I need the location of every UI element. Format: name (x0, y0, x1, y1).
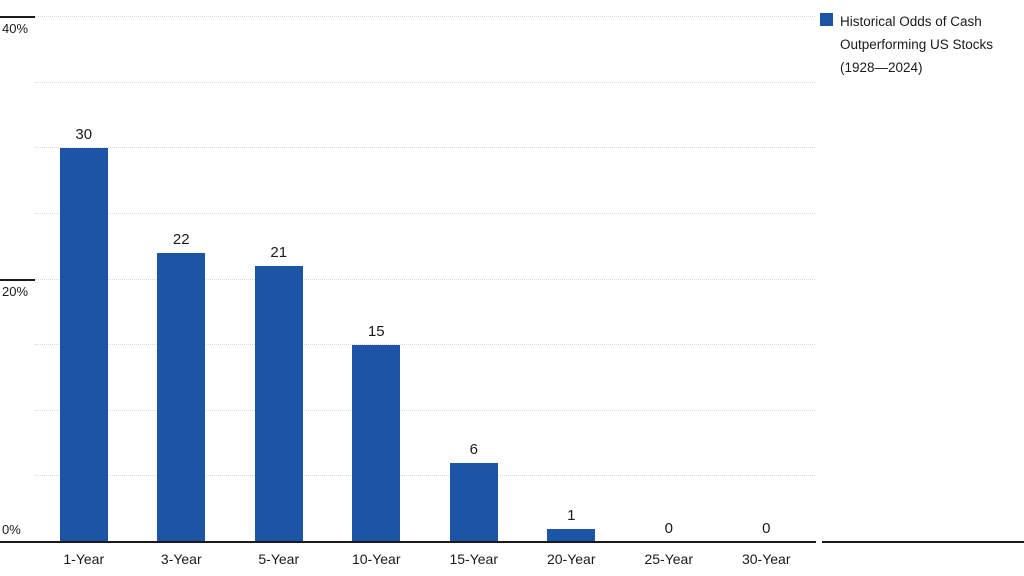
bar-value-label: 21 (270, 244, 288, 262)
gridline (35, 81, 815, 83)
bar (157, 253, 206, 542)
legend-line: (1928—2024) (840, 60, 923, 75)
x-axis-label: 30-Year (741, 551, 791, 567)
gridline (35, 16, 815, 17)
bar (352, 345, 401, 542)
legend-underline (822, 541, 1024, 543)
y-tick-line (0, 278, 35, 281)
x-axis-label: 15-Year (449, 551, 499, 567)
bar (59, 148, 108, 542)
legend-line: Outperforming US Stocks (840, 37, 994, 52)
legend-line: Historical Odds of Cash (840, 14, 982, 29)
y-tick-label: 0% (2, 522, 21, 537)
bar (449, 463, 498, 542)
x-axis-label: 10-Year (351, 551, 401, 567)
x-axis-line (0, 541, 816, 543)
gridline (35, 344, 815, 346)
y-tick-label: 20% (2, 283, 29, 299)
x-axis-label: 25-Year (644, 551, 694, 567)
gridline (35, 409, 815, 411)
legend-text: Historical Odds of Cash Outperforming US… (840, 10, 993, 79)
y-tick-line (0, 16, 35, 18)
bar (547, 528, 596, 542)
x-axis-labels: 1-Year 3-Year 5-Year 10-Year 15-Year 20-Year 2… (35, 551, 815, 571)
bar-value-label: 6 (469, 441, 478, 459)
x-axis-label: 5-Year (258, 551, 300, 567)
x-axis-label: 20-Year (546, 551, 596, 567)
bar-value-label: 30 (75, 126, 93, 144)
bar-value-label: 0 (664, 520, 673, 537)
y-axis: 0% 20% 40% (0, 16, 35, 543)
gridline (35, 212, 815, 214)
y-tick-label: 40% (2, 21, 29, 36)
bar-value-label: 15 (367, 323, 385, 341)
gridline (35, 147, 815, 149)
bar-value-label: 22 (172, 231, 190, 249)
gridline (35, 278, 815, 280)
bar (254, 266, 303, 542)
legend: Historical Odds of Cash Outperforming US… (820, 10, 1020, 79)
x-axis-label: 1-Year (63, 551, 105, 567)
bar-value-label: 1 (567, 506, 576, 524)
gridline (35, 475, 815, 477)
legend-swatch (820, 13, 833, 26)
plot-area: 30 22 21 15 6 1 0 0 (35, 16, 815, 542)
x-axis-label: 3-Year (160, 551, 202, 567)
bar-value-label: 0 (762, 520, 771, 537)
